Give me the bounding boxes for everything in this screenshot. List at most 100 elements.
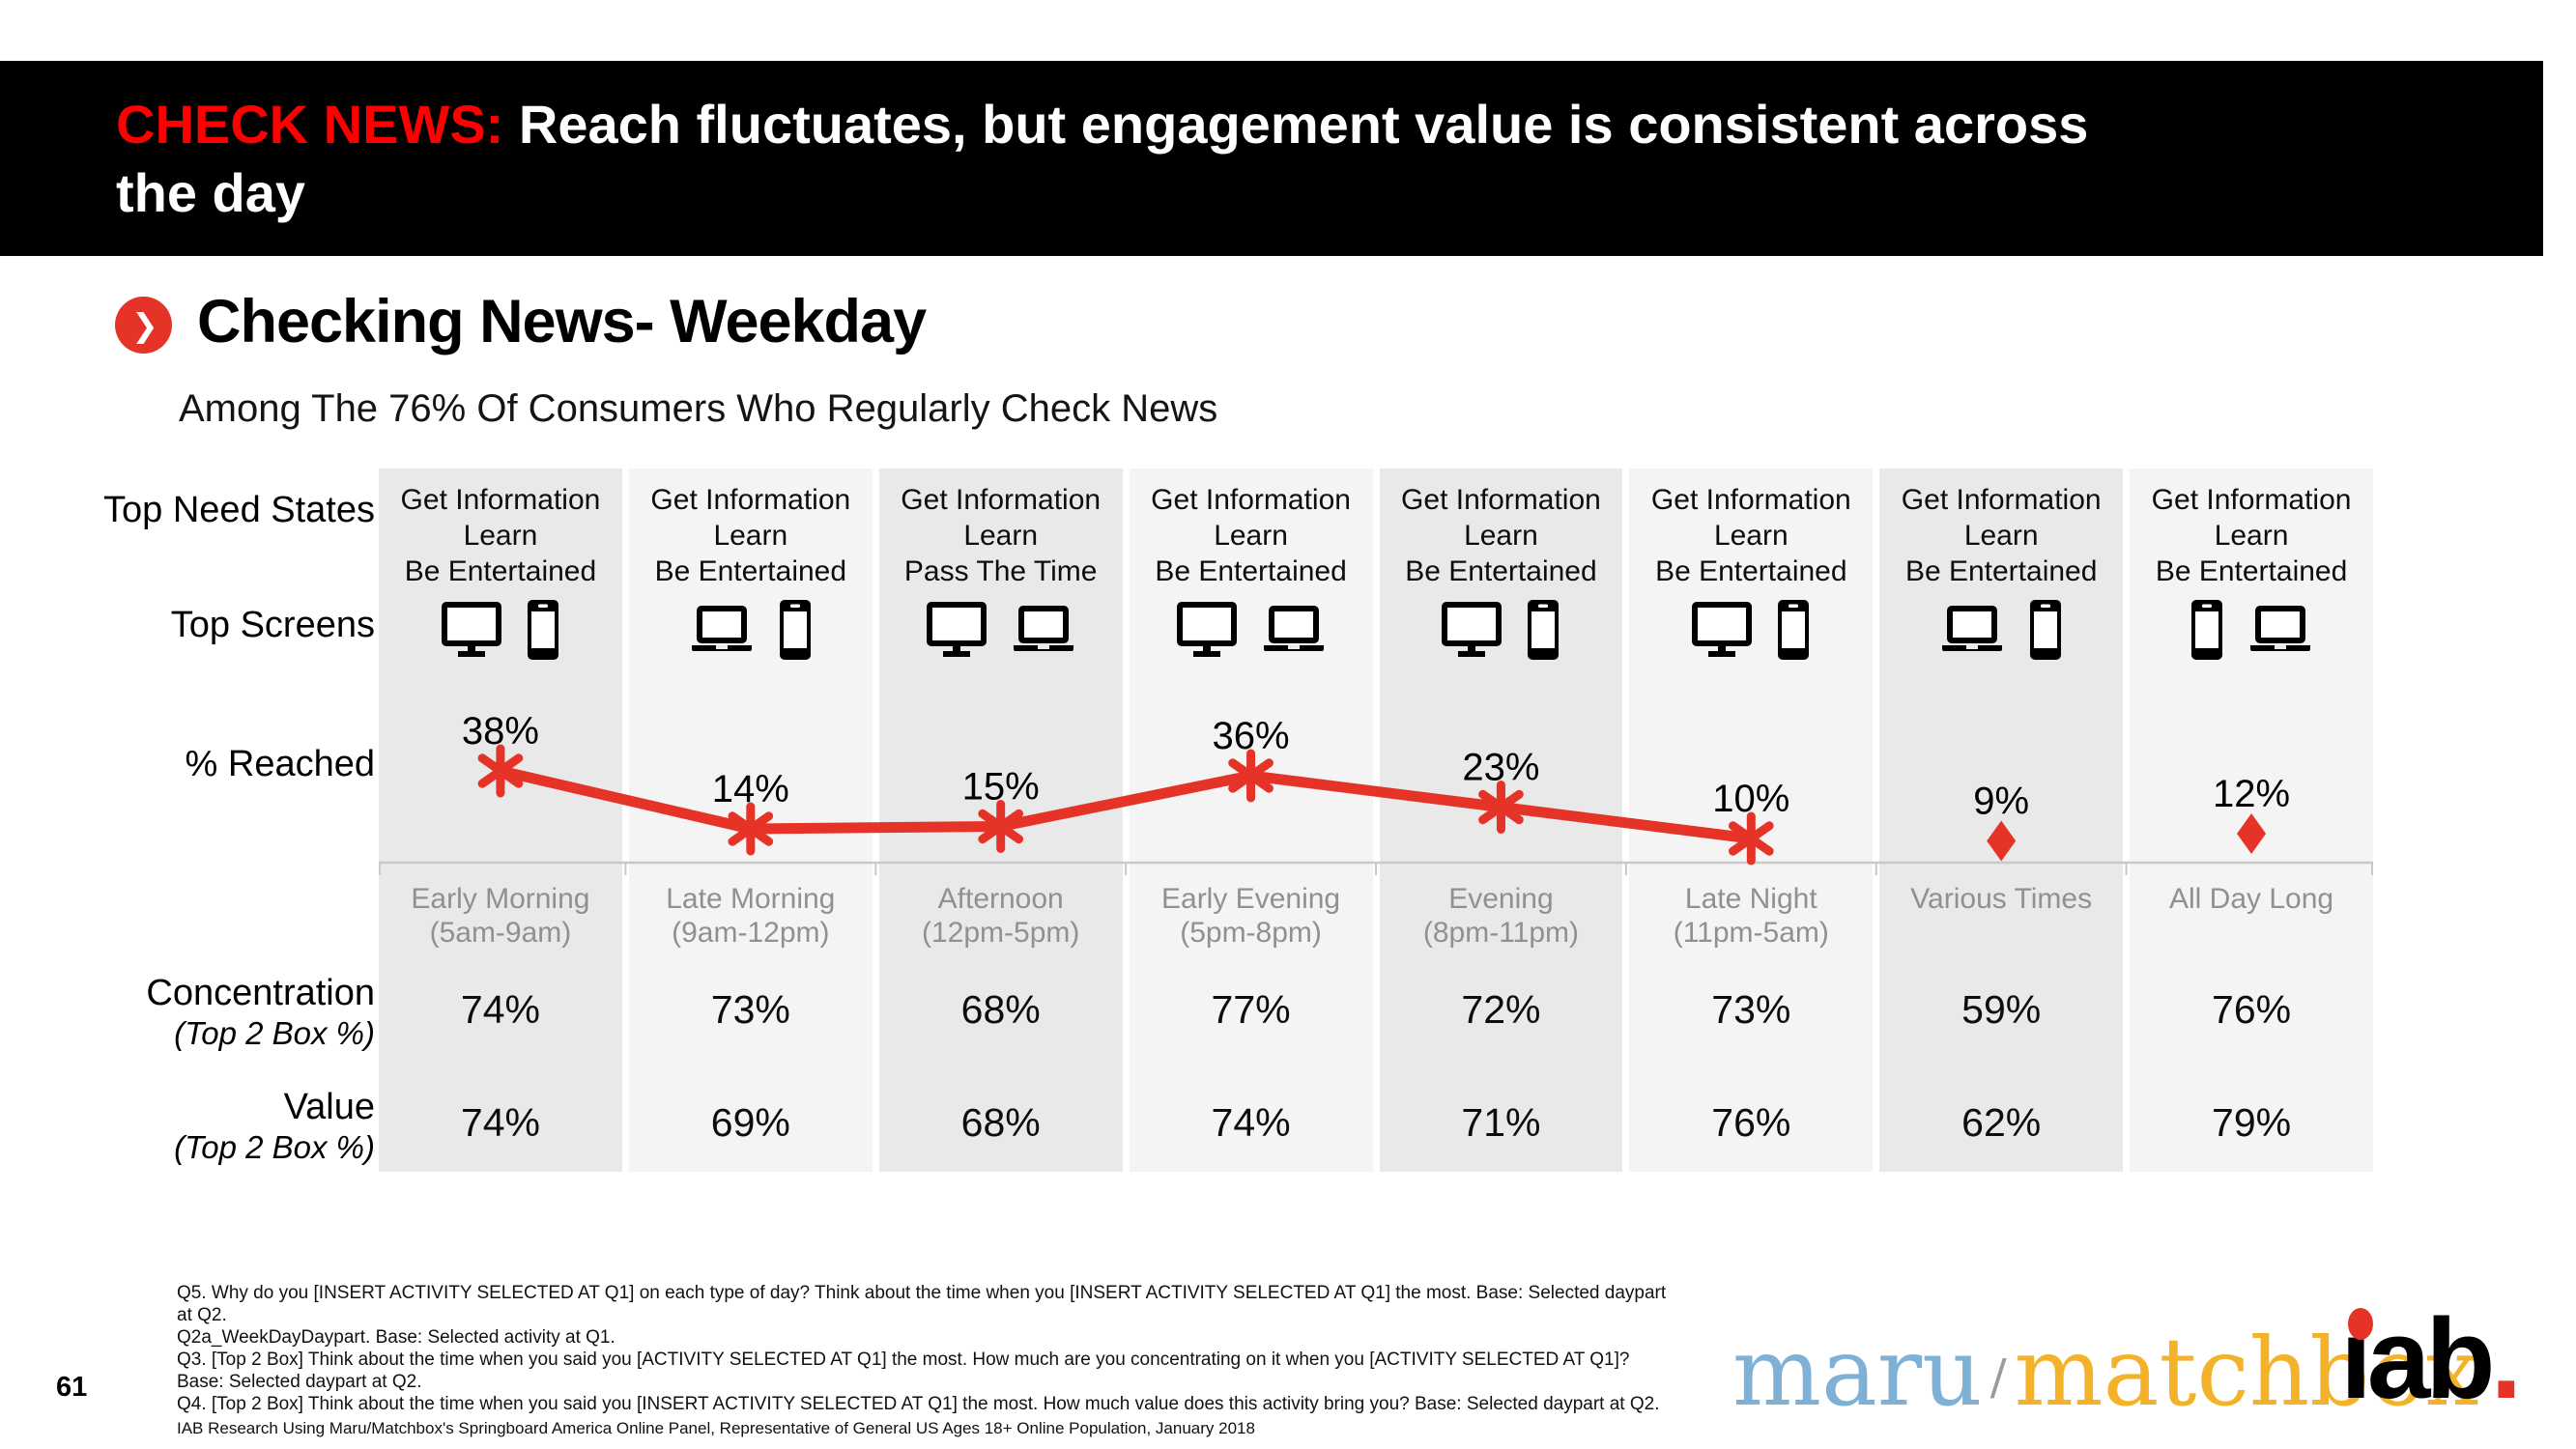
headline-rest: Reach fluctuates, but engagement value i… [503,94,2089,155]
iab-logo-period: . [2490,1295,2523,1423]
phone-icon [2030,600,2062,660]
daypart-name: Late Morning [666,883,836,915]
concentration-row: 74% 73% 68% 77% 72% 73% 59% 76% [379,987,2373,1033]
need-state-line: Be Entertained [2155,555,2348,587]
concentration-value: 72% [1461,987,1541,1032]
row-label-concentration: Concentration [146,973,375,1013]
daypart-label: Evening (8pm-11pm) [1380,882,1623,950]
need-state-line: Learn [963,520,1039,552]
daypart-name: Early Evening [1161,883,1341,915]
need-states: Get Information Learn Be Entertained [1380,482,1623,589]
headline-text: CHECK NEWS: Reach fluctuates, but engage… [116,90,2503,227]
value-value: 79% [2212,1100,2292,1145]
daypart-label: Afternoon (12pm-5pm) [879,882,1123,950]
need-state-line: Learn [463,520,538,552]
phone-icon [527,600,558,660]
diamond-marker [2237,813,2267,854]
daypart-label: Late Night (11pm-5am) [1629,882,1873,950]
footnotes: Q5. Why do you [INSERT ACTIVITY SELECTED… [177,1282,1666,1439]
phone-icon [2191,600,2223,660]
row-label-value-sub: (Top 2 Box %) [174,1129,375,1165]
need-state-line: Learn [1464,520,1538,552]
need-state-line: Be Entertained [1155,555,1347,587]
need-state-line: Be Entertained [1655,555,1847,587]
daypart-name: Late Night [1684,883,1818,915]
daypart-label: All Day Long [2130,882,2373,950]
row-label-value: Value [283,1087,375,1127]
need-state-line: Get Information [1151,484,1351,516]
desktop-icon [926,602,987,657]
reached-label: 10% [1712,778,1789,820]
daypart-name: Various Times [1910,883,2093,915]
top-screens [2130,587,2373,672]
laptop-icon [2250,606,2311,651]
daypart-label: Late Morning (9am-12pm) [629,882,873,950]
daypart-label: Early Evening (5pm-8pm) [1130,882,1373,950]
phone-icon [779,600,811,660]
reached-label: 15% [962,766,1040,809]
concentration-value: 74% [460,987,540,1032]
top-screens [1380,587,1623,672]
chevron-right-icon: ❯ [131,307,158,343]
need-states: Get Information Learn Pass The Time [879,482,1123,589]
need-state-line: Learn [1713,520,1789,552]
daypart-name: Early Morning [411,883,590,915]
need-states: Get Information Learn Be Entertained [629,482,873,589]
maru-logo-text: maru [1732,1318,1983,1427]
phone-icon [1528,600,1560,660]
headline-line2: the day [116,162,306,223]
need-states: Get Information Learn Be Entertained [1629,482,1873,589]
reached-label: 12% [2213,773,2290,815]
value-value: 62% [1961,1100,2042,1145]
need-state-line: Get Information [2151,484,2352,516]
concentration-value: 73% [1711,987,1791,1032]
top-screens [1879,587,2123,672]
column-band [1129,469,1373,1172]
headline-banner: CHECK NEWS: Reach fluctuates, but engage… [0,61,2543,256]
page-number: 61 [56,1372,88,1403]
value-value: 68% [960,1100,1041,1145]
daypart-time: (8pm-11pm) [1422,917,1580,949]
value-value: 69% [710,1100,790,1145]
asterisk-marker [477,753,524,788]
need-state-line: Get Information [901,484,1102,516]
column-band [379,469,622,1172]
footnote-line: Q3. [Top 2 Box] Think about the time whe… [177,1350,1630,1370]
value-value: 71% [1461,1100,1541,1145]
need-states: Get Information Learn Be Entertained [1130,482,1373,589]
daypart-label: Various Times [1879,882,2123,950]
value-row: 74% 69% 68% 74% 71% 76% 62% 79% [379,1100,2373,1146]
need-state-line: Learn [1214,520,1288,552]
daypart-name: All Day Long [2169,883,2334,915]
need-state-line: Get Information [400,484,601,516]
concentration-value: 59% [1961,987,2042,1032]
laptop-icon [1263,606,1324,651]
laptop-icon [1942,606,2003,651]
need-state-line: Be Entertained [654,555,847,587]
row-label-concentration-sub: (Top 2 Box %) [174,1015,375,1051]
daypart-name: Evening [1448,883,1554,915]
need-state-line: Learn [2214,520,2289,552]
need-state-line: Get Information [650,484,851,516]
asterisk-marker [1228,758,1274,793]
asterisk-marker [728,811,774,846]
reached-line [495,765,1757,844]
reached-label: 38% [462,710,539,753]
need-states: Get Information Learn Be Entertained [2130,482,2373,589]
headline-tag: CHECK NEWS: [116,94,504,155]
footnote-line: Base: Selected daypart at Q2. [177,1372,422,1392]
footnote-line: Q2a_WeekDayDaypart. Base: Selected activ… [177,1327,615,1348]
matchbox-logo-text: matchbox [2014,1318,2479,1427]
concentration-value: 76% [2212,987,2292,1032]
concentration-value: 77% [1211,987,1291,1032]
row-label-screens: Top Screens [170,605,375,645]
daypart-time: (5am-9am) [429,917,572,949]
section-bullet-icon: ❯ [115,297,172,354]
need-state-line: Pass The Time [903,555,1098,587]
need-state-line: Be Entertained [404,555,597,587]
footnote-line: Q5. Why do you [INSERT ACTIVITY SELECTED… [177,1283,1667,1303]
need-state-line: Be Entertained [1405,555,1597,587]
need-states-row: Get Information Learn Be Entertained Get In… [379,482,2373,589]
laptop-icon [1013,606,1073,651]
